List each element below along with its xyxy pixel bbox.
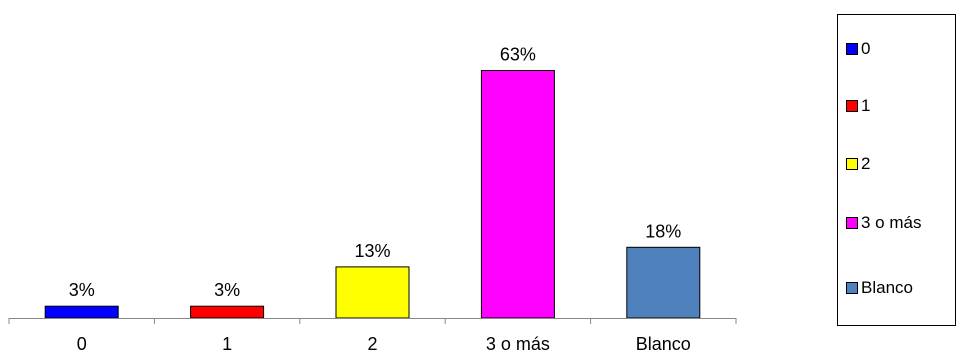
legend-label: 0 xyxy=(861,39,871,58)
x-axis: 0 1 2 3 o más Blanco xyxy=(8,318,737,354)
legend-label: 2 xyxy=(861,154,871,173)
legend-swatch-2 xyxy=(846,158,858,170)
legend-item-3: 3 o más xyxy=(846,213,921,233)
legend-item-2: 2 xyxy=(846,154,870,174)
x-tick-label-1: 1 xyxy=(222,334,232,354)
legend: 0 1 2 3 o más Blanco xyxy=(837,14,956,326)
data-label-2: 13% xyxy=(354,241,390,261)
data-label-0: 3% xyxy=(69,280,95,300)
bars xyxy=(44,70,701,319)
bar-2 xyxy=(335,266,410,319)
legend-swatch-3 xyxy=(846,217,858,229)
data-label-3: 63% xyxy=(500,45,536,65)
legend-swatch-4 xyxy=(846,282,858,294)
legend-swatch-0 xyxy=(846,43,858,55)
bar-0 xyxy=(44,305,119,319)
data-label-4: 18% xyxy=(645,221,681,241)
bar-3 xyxy=(480,70,555,319)
legend-item-4: Blanco xyxy=(846,278,913,298)
legend-label: 1 xyxy=(861,96,871,115)
legend-swatch-1 xyxy=(846,100,858,112)
bar-1 xyxy=(190,305,265,319)
bar-4 xyxy=(626,246,701,319)
x-tick-label-2: 2 xyxy=(367,334,377,354)
data-label-1: 3% xyxy=(214,280,240,300)
x-tick-label-4: Blanco xyxy=(636,334,691,354)
x-tick-label-0: 0 xyxy=(77,334,87,354)
legend-item-1: 1 xyxy=(846,96,870,116)
legend-label: 3 o más xyxy=(861,213,922,232)
legend-label: Blanco xyxy=(861,278,913,297)
x-tick-label-3: 3 o más xyxy=(486,334,550,354)
data-labels: 3% 3% 13% 63% 18% xyxy=(69,45,682,301)
legend-item-0: 0 xyxy=(846,39,870,59)
